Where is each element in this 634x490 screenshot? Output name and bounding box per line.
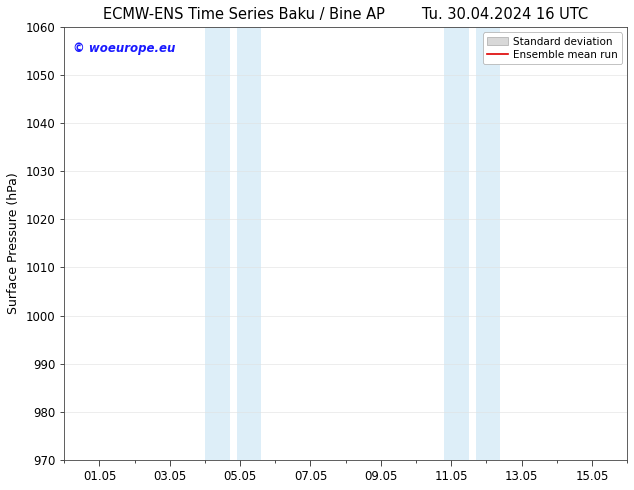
Bar (476, 27, 500, 460)
Y-axis label: Surface Pressure (hPa): Surface Pressure (hPa) (7, 172, 20, 314)
Legend: Standard deviation, Ensemble mean run: Standard deviation, Ensemble mean run (482, 32, 622, 64)
Title: ECMW-ENS Time Series Baku / Bine AP        Tu. 30.04.2024 16 UTC: ECMW-ENS Time Series Baku / Bine AP Tu. … (103, 7, 588, 22)
Bar (236, 27, 261, 460)
Bar (205, 27, 230, 460)
Text: © woeurope.eu: © woeurope.eu (73, 43, 175, 55)
Bar (444, 27, 469, 460)
